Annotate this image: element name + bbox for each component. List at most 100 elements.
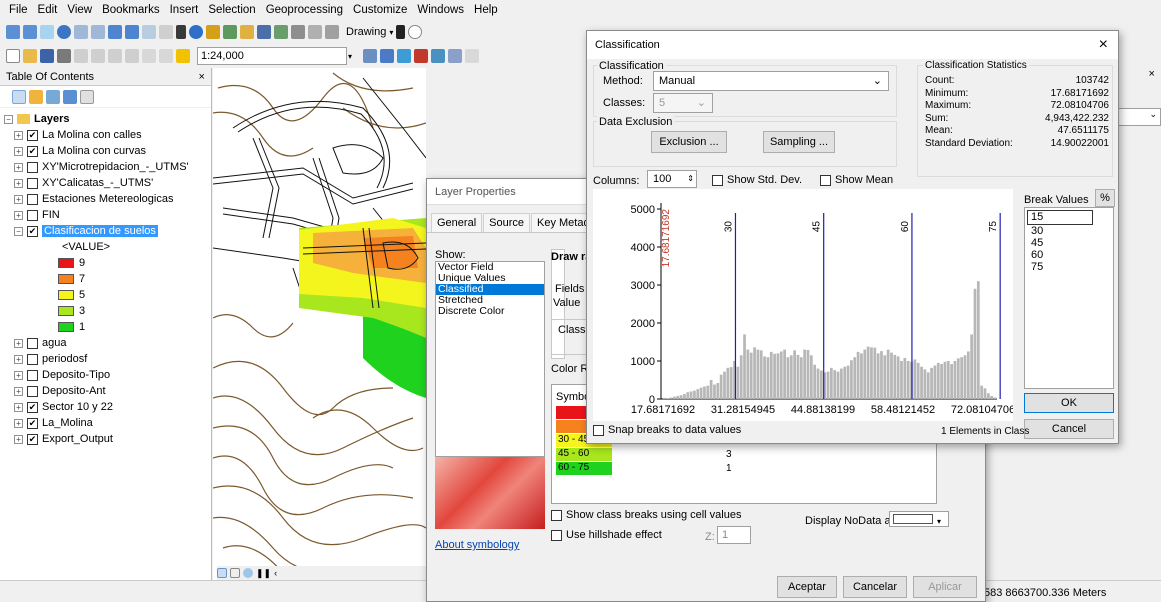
layer-item[interactable]: + XY'Calicatas_-_UTMS': [4, 175, 211, 191]
add-data-icon[interactable]: [176, 49, 190, 63]
python-icon[interactable]: [448, 49, 463, 63]
expand-icon[interactable]: +: [14, 194, 23, 204]
copy-icon[interactable]: [91, 49, 105, 63]
layer-visibility-checkbox[interactable]: ✔: [27, 401, 38, 413]
expand-icon[interactable]: +: [14, 386, 23, 396]
map-display[interactable]: ❚❚ ‹: [213, 68, 426, 580]
refresh-icon[interactable]: [243, 568, 253, 578]
class-row[interactable]: 45 - 60 3: [552, 447, 936, 461]
right-pane-pin[interactable]: ×: [1146, 68, 1155, 80]
pause-icon[interactable]: ❚❚: [256, 567, 272, 578]
hillshade-option[interactable]: Use hillshade effect: [551, 529, 662, 541]
zoom-out-icon[interactable]: [23, 25, 37, 39]
undo-icon[interactable]: [142, 49, 156, 63]
select-elements-icon[interactable]: [176, 25, 186, 39]
about-symbology-link[interactable]: About symbology: [435, 539, 520, 551]
class-row[interactable]: 60 - 75 1: [552, 461, 936, 475]
percent-toggle-button[interactable]: %: [1095, 189, 1115, 207]
menu-customize[interactable]: Customize: [353, 4, 408, 16]
layer-visibility-checkbox[interactable]: [27, 385, 38, 397]
save-icon[interactable]: [40, 49, 54, 63]
layer-visibility-checkbox[interactable]: [27, 209, 38, 221]
rotate-icon[interactable]: [408, 25, 423, 39]
list-by-selection-icon[interactable]: [63, 89, 77, 104]
layer-visibility-checkbox[interactable]: ✔: [27, 433, 38, 445]
fixed-zoom-out-icon[interactable]: [91, 25, 105, 39]
layer-item[interactable]: + Deposito-Tipo: [4, 367, 211, 383]
map-scale-input[interactable]: 1:24,000: [197, 47, 347, 65]
list-by-source-icon[interactable]: [29, 89, 43, 104]
show-std-option[interactable]: Show Std. Dev.: [712, 174, 802, 186]
show-breaks-checkbox[interactable]: [551, 509, 562, 521]
forward-icon[interactable]: [125, 25, 139, 39]
html-popup-icon[interactable]: [223, 25, 237, 39]
break-value[interactable]: 30: [1031, 225, 1044, 237]
paste-icon[interactable]: [108, 49, 122, 63]
toc-pin-close[interactable]: ×: [196, 70, 205, 83]
menu-windows[interactable]: Windows: [417, 4, 465, 16]
spinner-icon[interactable]: ⇕: [687, 174, 694, 183]
fixed-zoom-in-icon[interactable]: [74, 25, 88, 39]
expand-icon[interactable]: +: [14, 178, 23, 188]
method-dropdown[interactable]: Manual ⌄: [653, 71, 889, 91]
z-factor-input[interactable]: 1: [717, 526, 751, 544]
select-features-icon[interactable]: [142, 25, 156, 39]
break-values-list[interactable]: 15 30 45 60 75: [1024, 207, 1114, 389]
layer-item[interactable]: + FIN: [4, 207, 211, 223]
accept-button[interactable]: Aceptar: [777, 576, 837, 598]
close-icon[interactable]: ×: [1098, 36, 1108, 53]
right-pane-dropdown[interactable]: ⌄: [1118, 108, 1161, 126]
show-mean-checkbox[interactable]: [820, 174, 831, 186]
open-icon[interactable]: [23, 49, 37, 63]
layer-visibility-checkbox[interactable]: ✔: [27, 145, 38, 157]
viewer-icon[interactable]: [325, 25, 339, 39]
identify-icon[interactable]: [189, 25, 203, 39]
collapse-icon[interactable]: −: [4, 114, 13, 124]
menu-insert[interactable]: Insert: [169, 4, 199, 16]
expand-icon[interactable]: +: [14, 370, 23, 380]
menu-edit[interactable]: Edit: [37, 4, 58, 16]
layer-visibility-checkbox[interactable]: [27, 369, 38, 381]
histogram-chart[interactable]: 0 1000 2000 3000 4000 5000 30 45 60 75 17.68171692…: [593, 189, 1013, 421]
menu-file[interactable]: File: [9, 4, 28, 16]
layer-visibility-checkbox[interactable]: [27, 177, 38, 189]
layer-item[interactable]: − ✔ Clasificacion de suelos: [4, 223, 211, 239]
snap-breaks-option[interactable]: Snap breaks to data values: [593, 424, 741, 436]
show-std-checkbox[interactable]: [712, 174, 723, 186]
layer-visibility-checkbox[interactable]: ✔: [27, 417, 38, 429]
menu-view[interactable]: View: [67, 4, 93, 16]
clear-selection-icon[interactable]: [159, 25, 173, 39]
expand-icon[interactable]: +: [14, 130, 23, 140]
show-mean-option[interactable]: Show Mean: [820, 174, 893, 186]
menu-help[interactable]: Help: [474, 4, 498, 16]
scroll-left-icon[interactable]: ‹: [274, 568, 278, 578]
table-of-contents-icon[interactable]: [380, 49, 395, 63]
tab-general[interactable]: General: [431, 213, 483, 232]
renderer-vector-field[interactable]: Vector Field: [438, 261, 494, 273]
time-slider-icon[interactable]: [308, 25, 322, 39]
model-builder-icon[interactable]: [465, 49, 480, 63]
expand-icon[interactable]: +: [14, 162, 23, 172]
editor-icon[interactable]: [363, 49, 378, 63]
sampling-button[interactable]: Sampling ...: [763, 131, 835, 153]
layer-visibility-checkbox[interactable]: [27, 353, 38, 365]
find-icon[interactable]: [257, 25, 271, 39]
layer-visibility-checkbox[interactable]: ✔: [27, 129, 38, 141]
expand-icon[interactable]: +: [14, 402, 23, 412]
layers-group[interactable]: − Layers: [4, 111, 211, 127]
class-color-swatch[interactable]: 45 - 60: [556, 447, 612, 461]
drawing-menu[interactable]: Drawing: [346, 26, 387, 38]
layer-item[interactable]: + XY'Microtrepidacion_-_UTMS': [4, 159, 211, 175]
collapse-icon[interactable]: −: [14, 226, 23, 236]
expand-icon[interactable]: +: [14, 338, 23, 348]
layer-visibility-checkbox[interactable]: ✔: [27, 225, 38, 237]
cancel-button[interactable]: Cancel: [1024, 419, 1114, 439]
layer-item[interactable]: + ✔ La Molina con calles: [4, 127, 211, 143]
expand-icon[interactable]: +: [14, 354, 23, 364]
classes-dropdown[interactable]: 5 ⌄: [653, 93, 713, 113]
new-document-icon[interactable]: [6, 49, 20, 63]
layer-item[interactable]: + agua: [4, 335, 211, 351]
exclusion-button[interactable]: Exclusion ...: [651, 131, 727, 153]
tab-source[interactable]: Source: [483, 213, 530, 232]
full-extent-icon[interactable]: [57, 25, 71, 39]
